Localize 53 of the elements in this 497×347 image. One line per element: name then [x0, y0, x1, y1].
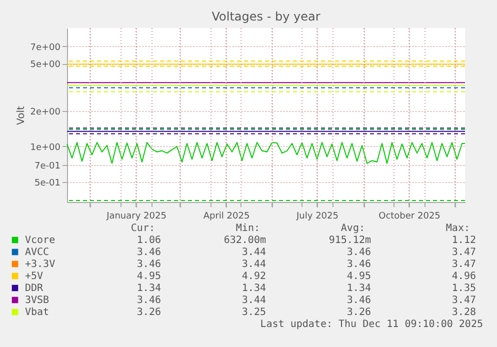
text: 3.25 — [242, 307, 266, 318]
text: Avg: — [340, 223, 365, 234]
x-tick-label: July 2025 — [296, 212, 338, 222]
legend-label: 3VSB — [25, 295, 50, 306]
chart-title: Voltages - by year — [212, 10, 320, 24]
legend-label: AVCC — [25, 247, 50, 258]
y-tick-label: 5e+00 — [30, 60, 61, 70]
text: 3.46 — [346, 259, 371, 270]
legend-label: DDR — [25, 283, 44, 294]
text: 3.28 — [452, 307, 476, 318]
text: 3.47 — [452, 295, 476, 306]
legend-label: Vbat — [25, 307, 50, 318]
text: 3.44 — [242, 295, 266, 306]
text: 4.92 — [242, 271, 266, 282]
line-series — [66, 142, 466, 164]
x-tick-label: April 2025 — [203, 212, 250, 222]
text: 1.06 — [136, 235, 161, 246]
text: 3.46 — [346, 295, 371, 306]
text: Min: — [236, 223, 260, 234]
y-tick-label: 7e+00 — [30, 42, 61, 53]
text: 632.00m — [224, 235, 266, 246]
x-tick-label: January 2025 — [106, 212, 166, 222]
text: 3.46 — [136, 259, 161, 270]
text: 1.34 — [242, 283, 266, 294]
text: 915.12m — [328, 235, 371, 246]
y-tick-label: 2e+00 — [30, 107, 61, 118]
text: 1.34 — [136, 283, 161, 294]
legend-label: +3.3V — [25, 259, 56, 270]
y-axis-title: Volt — [16, 106, 28, 125]
text: 3.44 — [242, 259, 266, 270]
legend-label: +5V — [25, 271, 44, 282]
text: 3.47 — [452, 247, 476, 258]
text: 3.26 — [346, 307, 371, 318]
text: 1.35 — [452, 283, 476, 294]
legend-label: Vcore — [25, 235, 56, 246]
text: 1.34 — [346, 283, 371, 294]
text: Max: — [446, 223, 470, 234]
text: 4.96 — [452, 271, 476, 282]
text: Cur: — [130, 223, 155, 234]
text: 4.95 — [346, 271, 371, 282]
text: 3.46 — [136, 295, 161, 306]
text: Last update: Thu Dec 11 09:10:00 2025 — [260, 319, 483, 330]
x-tick-label: October 2025 — [378, 212, 440, 222]
text: 3.47 — [452, 259, 476, 270]
text: 3.26 — [136, 307, 161, 318]
text: 1.12 — [452, 235, 476, 246]
text: 3.44 — [242, 247, 266, 258]
y-tick-label: 7e-01 — [34, 161, 60, 172]
y-tick-label: 1e+00 — [30, 142, 61, 153]
text: 3.46 — [136, 247, 161, 258]
text: 4.95 — [136, 271, 161, 282]
y-tick-label: 5e-01 — [34, 178, 60, 189]
text: 3.46 — [346, 247, 371, 258]
